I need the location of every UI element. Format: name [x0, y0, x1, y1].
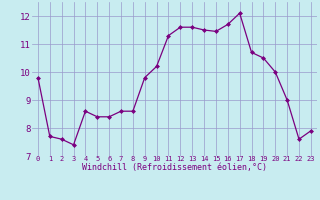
X-axis label: Windchill (Refroidissement éolien,°C): Windchill (Refroidissement éolien,°C)	[82, 163, 267, 172]
